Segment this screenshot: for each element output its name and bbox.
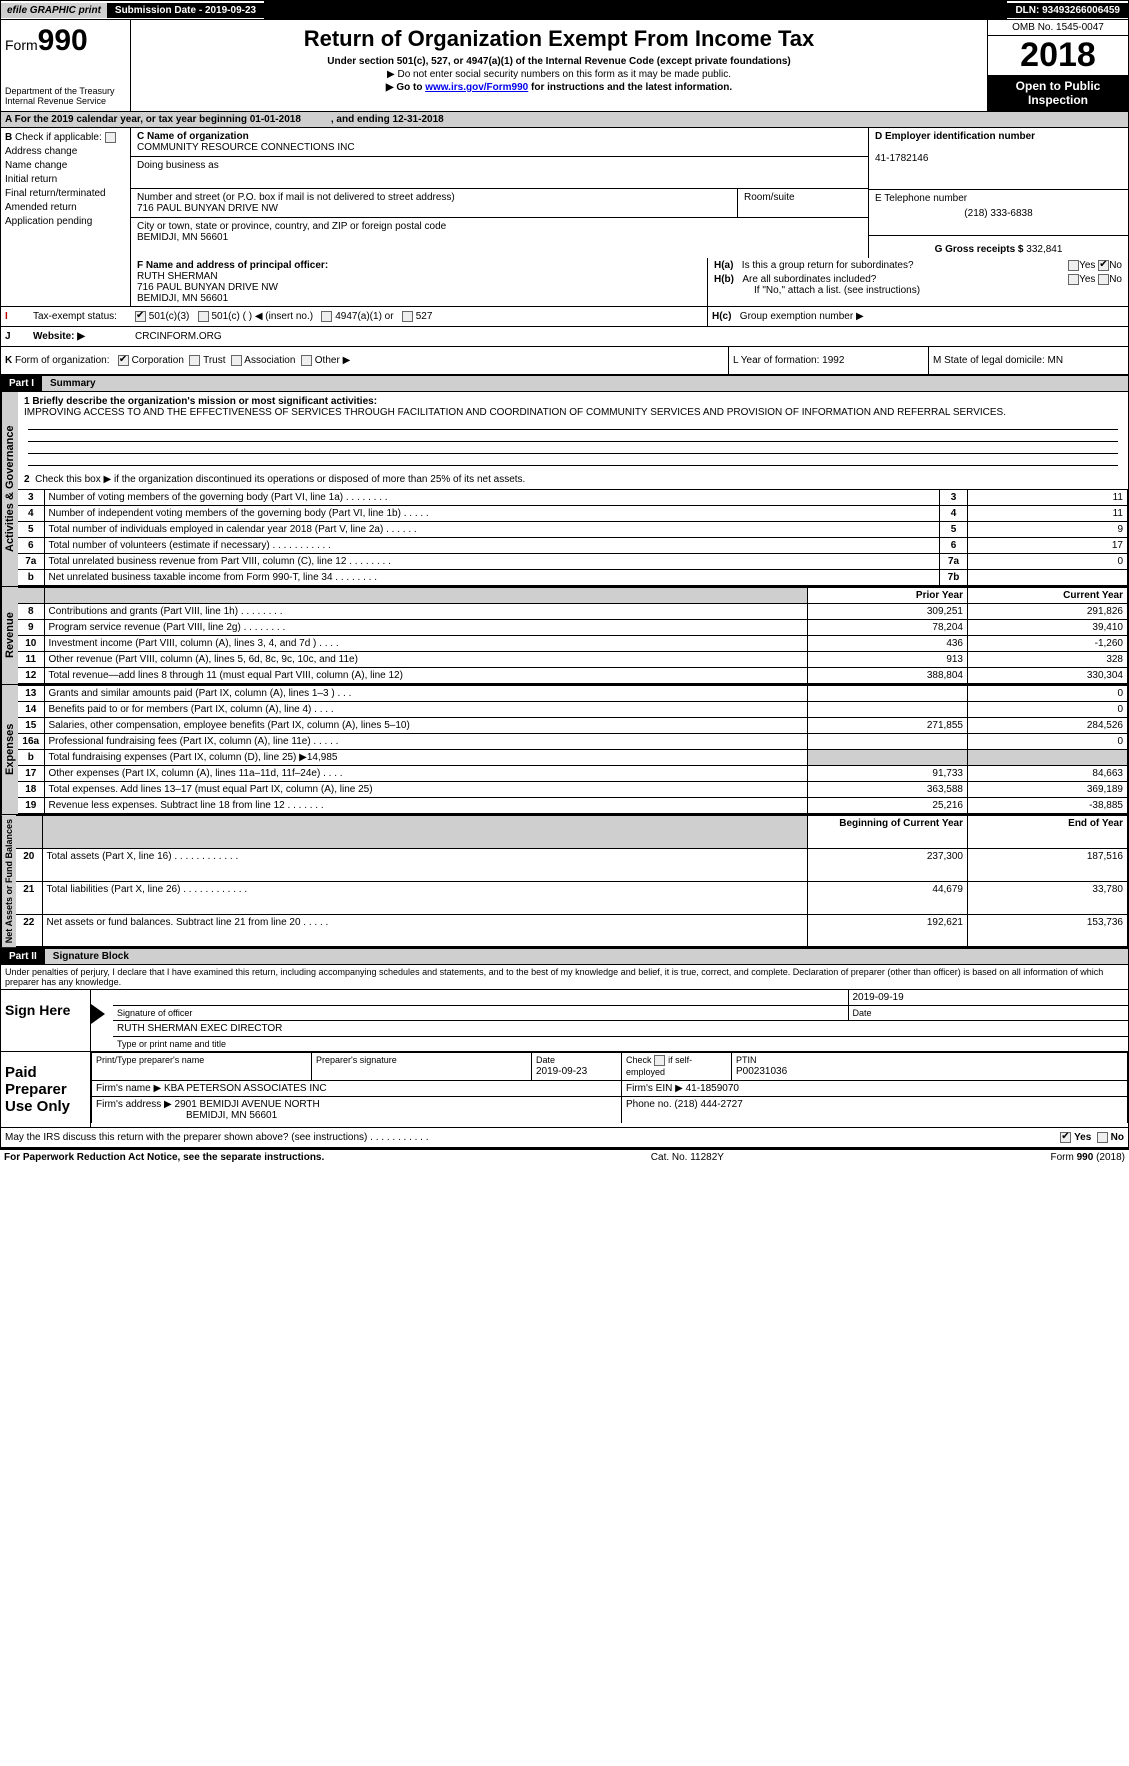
irs-label: Internal Revenue Service xyxy=(5,96,126,106)
ein: 41-1782146 xyxy=(875,153,928,164)
section-bcd: B Check if applicable: Address changeNam… xyxy=(0,128,1129,258)
checkbox-item[interactable]: Final return/terminated xyxy=(5,188,126,199)
col-b-checkboxes: B Check if applicable: Address changeNam… xyxy=(1,128,131,258)
org-name: COMMUNITY RESOURCE CONNECTIONS INC xyxy=(137,142,355,153)
officer-addr1: 716 PAUL BUNYAN DRIVE NW xyxy=(137,282,278,293)
part2-header: Part II Signature Block xyxy=(0,949,1129,965)
sign-here-label: Sign Here xyxy=(1,990,91,1051)
form-ref: Form 990 (2018) xyxy=(1051,1152,1125,1163)
gross-label: G Gross receipts $ xyxy=(935,244,1024,255)
officer-addr2: BEMIDJI, MN 56601 xyxy=(137,293,228,304)
vtab-netassets: Net Assets or Fund Balances xyxy=(1,815,16,947)
revenue-section: Revenue Prior YearCurrent Year8Contribut… xyxy=(0,587,1129,685)
org-name-label: C Name of organization xyxy=(137,131,249,142)
dln: DLN: 93493266006459 xyxy=(1007,3,1128,18)
row-f: F Name and address of principal officer:… xyxy=(0,258,1129,307)
return-title: Return of Organization Exempt From Incom… xyxy=(137,26,981,52)
submission-label: Submission Date - 2019-09-23 xyxy=(107,3,264,18)
ag-table: 3Number of voting members of the governi… xyxy=(18,489,1128,586)
f-label: F Name and address of principal officer: xyxy=(137,260,328,271)
city: BEMIDJI, MN 56601 xyxy=(137,232,228,243)
part1-header: Part I Summary xyxy=(0,376,1129,392)
gross-receipts: 332,841 xyxy=(1026,244,1062,255)
sign-date: 2019-09-19 xyxy=(848,990,1128,1006)
city-label: City or town, state or province, country… xyxy=(137,221,446,232)
checkbox-item[interactable]: Name change xyxy=(5,160,126,171)
revenue-table: Prior YearCurrent Year8Contributions and… xyxy=(18,587,1128,684)
form-number: Form990 xyxy=(5,24,126,58)
expenses-table: 13Grants and similar amounts paid (Part … xyxy=(18,685,1128,814)
subtitle-1: Under section 501(c), 527, or 4947(a)(1)… xyxy=(137,56,981,67)
paperwork-notice: For Paperwork Reduction Act Notice, see … xyxy=(4,1152,324,1163)
dba-label: Doing business as xyxy=(137,160,219,171)
expenses-section: Expenses 13Grants and similar amounts pa… xyxy=(0,685,1129,815)
firm-name: KBA PETERSON ASSOCIATES INC xyxy=(164,1083,327,1094)
vtab-expenses: Expenses xyxy=(1,685,18,814)
row-k: K Form of organization: Corporation Trus… xyxy=(0,347,1129,376)
irs-link[interactable]: www.irs.gov/Form990 xyxy=(425,82,528,93)
website: CRCINFORM.ORG xyxy=(131,327,1128,346)
street: 716 PAUL BUNYAN DRIVE NW xyxy=(137,203,278,214)
firm-ein: 41-1859070 xyxy=(686,1083,739,1094)
line1-label: 1 Briefly describe the organization's mi… xyxy=(24,396,377,407)
mission-text: IMPROVING ACCESS TO AND THE EFFECTIVENES… xyxy=(24,407,1006,418)
subtitle-3: ▶ Go to www.irs.gov/Form990 for instruct… xyxy=(137,82,981,93)
firm-addr1: 2901 BEMIDJI AVENUE NORTH xyxy=(175,1099,320,1110)
year-formation: L Year of formation: 1992 xyxy=(728,347,928,374)
topbar: efile GRAPHIC print Submission Date - 20… xyxy=(0,0,1129,20)
discuss-row: May the IRS discuss this return with the… xyxy=(0,1128,1129,1148)
row-j: J Website: ▶ CRCINFORM.ORG xyxy=(0,327,1129,347)
row-i: I Tax-exempt status: 501(c)(3) 501(c) ( … xyxy=(0,307,1129,327)
state-domicile: M State of legal domicile: MN xyxy=(928,347,1128,374)
officer-sig-name: RUTH SHERMAN EXEC DIRECTOR xyxy=(113,1021,1128,1037)
sign-here-block: Sign Here 2019-09-19 Signature of office… xyxy=(0,990,1129,1052)
omb-number: OMB No. 1545-0047 xyxy=(988,20,1128,36)
open-inspection: Open to Public Inspection xyxy=(988,75,1128,111)
checkbox-item[interactable]: Amended return xyxy=(5,202,126,213)
checkbox-item[interactable]: Application pending xyxy=(5,216,126,227)
vtab-revenue: Revenue xyxy=(1,587,18,684)
vtab-activities: Activities & Governance xyxy=(1,392,18,586)
activities-governance: Activities & Governance 1 Briefly descri… xyxy=(0,392,1129,587)
cat-no: Cat. No. 11282Y xyxy=(651,1152,724,1163)
row-a-tax-year: A For the 2019 calendar year, or tax yea… xyxy=(0,112,1129,128)
checkbox-item[interactable]: Initial return xyxy=(5,174,126,185)
officer-name: RUTH SHERMAN xyxy=(137,271,218,282)
topbar-spacer xyxy=(264,1,1007,19)
tax-year: 2018 xyxy=(988,36,1128,75)
paid-preparer-label: Paid Preparer Use Only xyxy=(1,1052,91,1127)
efile-label: efile GRAPHIC print xyxy=(1,3,107,18)
perjury-declaration: Under penalties of perjury, I declare th… xyxy=(0,965,1129,990)
form-header: Form990 Department of the Treasury Inter… xyxy=(0,20,1129,112)
net-assets-section: Net Assets or Fund Balances Beginning of… xyxy=(0,815,1129,949)
street-label: Number and street (or P.O. box if mail i… xyxy=(137,192,455,203)
ptin: P00231036 xyxy=(736,1066,787,1077)
paid-preparer-block: Paid Preparer Use Only Print/Type prepar… xyxy=(0,1052,1129,1128)
room-label: Room/suite xyxy=(744,192,795,203)
firm-addr2: BEMIDJI, MN 56601 xyxy=(186,1110,277,1121)
ein-label: D Employer identification number xyxy=(875,131,1035,142)
firm-phone: (218) 444-2727 xyxy=(674,1099,742,1110)
dept-treasury: Department of the Treasury xyxy=(5,86,126,96)
telephone: (218) 333-6838 xyxy=(875,208,1122,219)
tel-label: E Telephone number xyxy=(875,193,967,204)
checkbox-item[interactable]: Address change xyxy=(5,146,126,157)
footer: For Paperwork Reduction Act Notice, see … xyxy=(0,1148,1129,1165)
subtitle-2: ▶ Do not enter social security numbers o… xyxy=(137,69,981,80)
net-assets-table: Beginning of Current YearEnd of Year20To… xyxy=(16,815,1128,947)
arrow-icon xyxy=(91,1004,105,1024)
